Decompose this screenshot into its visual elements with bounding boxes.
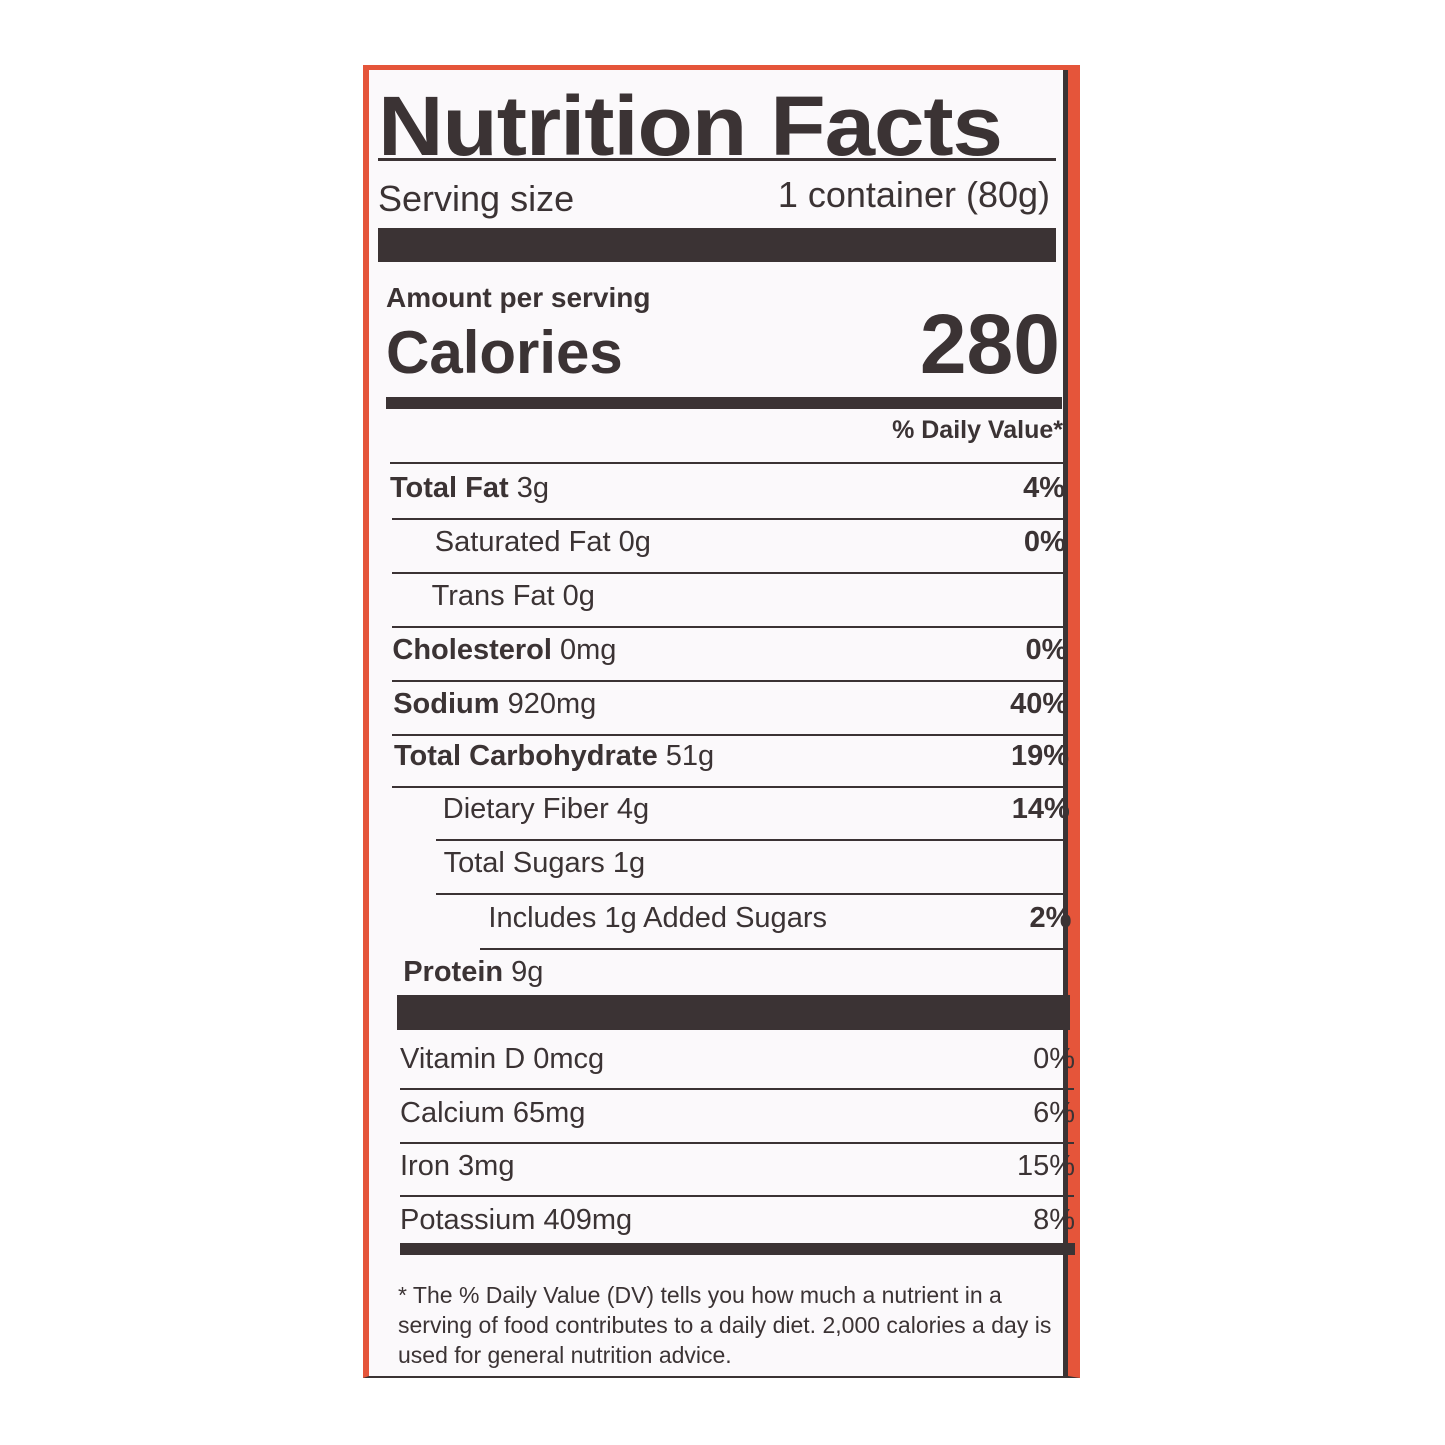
nutrient-label: Trans Fat 0g (432, 580, 595, 613)
nutrient-amount: 3g (516, 472, 550, 504)
nutrient-daily-value: 14% (1011, 793, 1070, 825)
nutrient-amount: 920mg (507, 688, 597, 720)
nutrient-name: Total Carbohydrate (394, 740, 658, 772)
vitamin-daily-value: 6% (1033, 1097, 1075, 1129)
nutrient-row: Sodium 920mg 40% (393, 688, 1068, 728)
thick-divider (397, 995, 1070, 1030)
vitamin-row: Potassium 409mg 8% (400, 1204, 1075, 1244)
vitamin-label: Vitamin D 0mcg (400, 1043, 604, 1076)
nutrient-row: Protein 9g (397, 956, 1072, 996)
nutrient-label: Protein 9g (403, 956, 543, 989)
divider (400, 1088, 1074, 1090)
nutrient-name: Includes 1g Added Sugars (488, 902, 827, 934)
vitamin-label: Iron 3mg (400, 1150, 514, 1183)
nutrient-daily-value: 0% (1023, 526, 1066, 558)
calories-label: Calories (386, 319, 623, 386)
divider (480, 948, 1067, 950)
divider (392, 626, 1067, 628)
nutrient-amount: 1g (612, 847, 646, 879)
divider (400, 1195, 1074, 1197)
nutrient-name: Protein (403, 956, 504, 988)
divider (392, 572, 1067, 574)
vitamin-name: Calcium (400, 1097, 505, 1129)
divider (400, 1142, 1074, 1144)
vitamin-row: Calcium 65mg 6% (400, 1097, 1075, 1137)
vitamin-row: Vitamin D 0mcg 0% (400, 1043, 1075, 1083)
nutrient-daily-value: 2% (1029, 902, 1072, 934)
nutrient-label: Total Sugars 1g (444, 847, 646, 880)
nutrient-name: Cholesterol (392, 634, 552, 666)
nutrient-row: Total Carbohydrate 51g 19% (394, 740, 1069, 780)
nutrient-row: Trans Fat 0g (392, 580, 1067, 620)
divider (390, 462, 1065, 464)
nutrition-label-panel (363, 65, 1080, 1378)
vitamin-daily-value: 0% (1033, 1043, 1075, 1075)
nutrient-label: Dietary Fiber 4g (443, 793, 649, 826)
vitamin-daily-value: 8% (1033, 1204, 1075, 1236)
divider (392, 786, 1067, 788)
vitamin-name: Iron (400, 1150, 450, 1182)
divider (378, 158, 1056, 161)
nutrient-label: Total Fat 3g (390, 472, 549, 505)
divider (392, 518, 1067, 520)
vitamin-amount: 0mcg (533, 1043, 605, 1075)
nutrient-daily-value: 19% (1010, 740, 1069, 772)
nutrient-amount: 0g (618, 526, 651, 558)
nutrient-daily-value: 40% (1010, 688, 1069, 720)
nutrient-daily-value: 0% (1025, 634, 1068, 666)
vitamin-amount: 3mg (458, 1150, 515, 1182)
calories-value: 280 (919, 297, 1060, 391)
nutrient-amount: 51g (665, 740, 715, 772)
nutrient-amount: 0mg (559, 634, 617, 666)
nutrient-name: Trans Fat (431, 580, 555, 612)
thick-divider (378, 228, 1056, 262)
nutrient-row: Total Fat 3g 4% (390, 472, 1065, 512)
nutrient-name: Sodium (393, 688, 500, 720)
nutrient-row: Includes 1g Added Sugars 2% (396, 902, 1071, 942)
divider (436, 893, 1067, 895)
vitamin-label: Calcium 65mg (400, 1097, 585, 1130)
medium-divider (386, 397, 1062, 409)
nutrient-label: Total Carbohydrate 51g (394, 740, 714, 773)
amount-per-serving: Amount per serving (386, 282, 651, 313)
nutrient-amount: 4g (616, 793, 650, 825)
nutrient-label: Includes 1g Added Sugars (488, 902, 827, 935)
nutrient-amount: 9g (511, 956, 544, 988)
vitamin-name: Potassium (400, 1204, 536, 1236)
nutrient-name: Dietary Fiber (442, 793, 609, 825)
nutrient-row: Dietary Fiber 4g 14% (395, 793, 1070, 833)
serving-size-value: 1 container (80g) (777, 174, 1050, 215)
nutrient-amount: 0g (562, 580, 595, 612)
medium-divider (400, 1243, 1075, 1255)
nutrient-daily-value: 4% (1023, 472, 1065, 504)
nutrient-label: Sodium 920mg (393, 688, 596, 721)
vitamin-label: Potassium 409mg (400, 1204, 632, 1237)
vitamin-amount: 409mg (543, 1204, 633, 1236)
serving-size-label: Serving size (378, 178, 575, 219)
vitamin-name: Vitamin D (400, 1043, 526, 1075)
divider (436, 839, 1067, 841)
nutrient-name: Total Sugars (443, 847, 605, 879)
nutrient-row: Cholesterol 0mg 0% (392, 634, 1067, 674)
panel-edge (1063, 70, 1068, 1376)
nutrient-row: Total Sugars 1g (396, 847, 1071, 887)
nutrient-name: Total Fat (390, 472, 509, 504)
label-title: Nutrition Facts (378, 79, 1003, 173)
divider (392, 734, 1067, 736)
footnote: * The % Daily Value (DV) tells you how m… (398, 1282, 1052, 1368)
vitamin-amount: 65mg (512, 1097, 586, 1129)
divider (392, 680, 1067, 682)
nutrient-label: Saturated Fat 0g (435, 526, 651, 559)
nutrient-label: Cholesterol 0mg (392, 634, 616, 667)
vitamin-daily-value: 15% (1016, 1150, 1075, 1182)
vitamin-row: Iron 3mg 15% (400, 1150, 1075, 1190)
nutrient-name: Saturated Fat (434, 526, 611, 558)
daily-value-header: % Daily Value* (892, 416, 1063, 444)
nutrient-row: Saturated Fat 0g 0% (391, 526, 1066, 566)
